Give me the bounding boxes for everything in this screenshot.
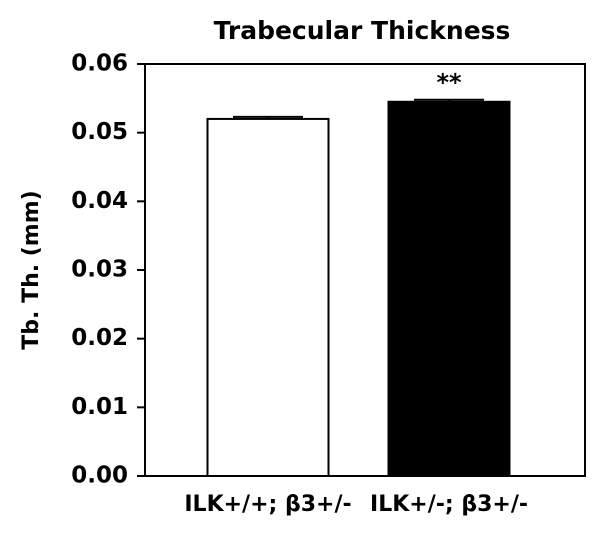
y-tick-label: 0.06: [71, 51, 128, 77]
error-bar: [233, 115, 303, 119]
bar: [206, 117, 330, 478]
x-tick-label: ILK+/+; β3+/-: [184, 492, 351, 517]
y-tick-label: 0.02: [71, 325, 128, 351]
x-tick-label: ILK+/-; β3+/-: [370, 492, 528, 517]
y-tick-label: 0.03: [71, 257, 128, 283]
y-tick-label: 0.00: [71, 463, 128, 489]
y-tick-label: 0.04: [71, 188, 128, 214]
error-bar: [414, 98, 484, 102]
significance-label: **: [436, 69, 462, 97]
chart-title: Trabecular Thickness: [214, 16, 511, 45]
y-tick-label: 0.05: [71, 119, 128, 145]
y-axis-label: Tb. Th. (mm): [19, 190, 44, 349]
bar: [387, 100, 511, 478]
y-tick-label: 0.01: [71, 394, 128, 420]
